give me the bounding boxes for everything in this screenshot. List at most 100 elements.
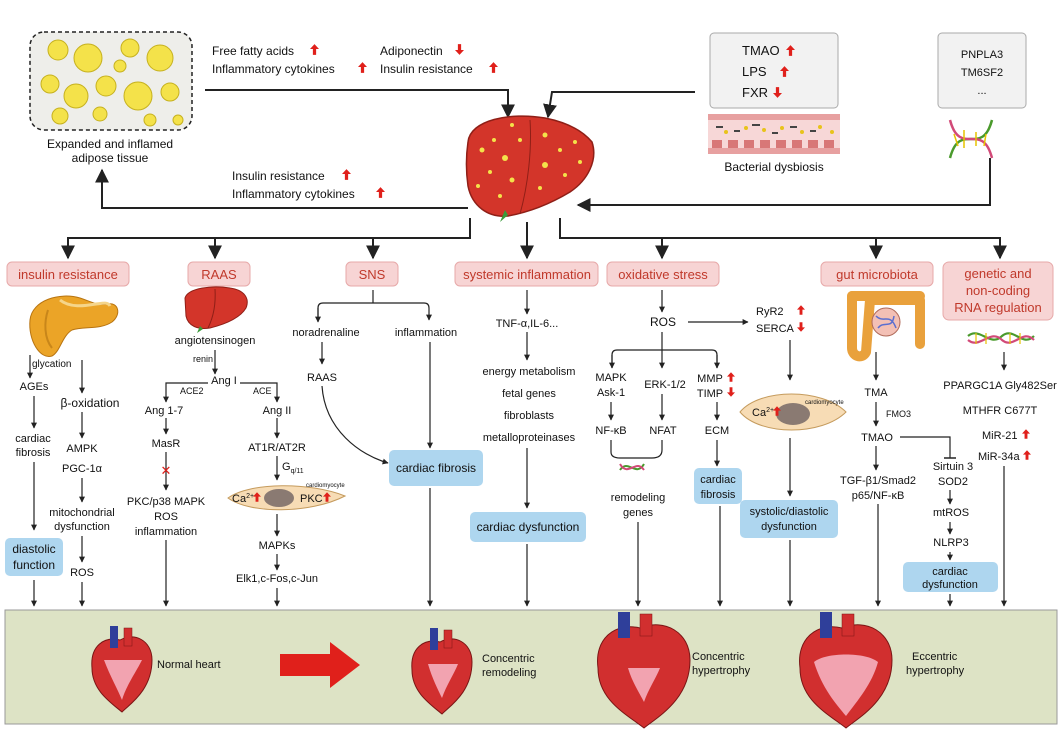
- concentric-remodeling-icon: [411, 628, 473, 715]
- header-sns: SNS: [359, 267, 386, 282]
- ox-cardiac-fibrosis-box: [694, 468, 742, 504]
- pgc1a-label: PGC-1α: [62, 463, 103, 475]
- back-insulin-resistance: Insulin resistance: [232, 169, 325, 183]
- cardiomyocyte-icon: [739, 393, 847, 431]
- erk-label: ERK-1/2: [644, 379, 686, 391]
- ace-label: ACE: [253, 386, 272, 396]
- mir34a-label: MiR-34a: [978, 451, 1020, 463]
- ppargc1a-label: PPARGC1A Gly482Ser: [943, 380, 1057, 392]
- cardiac-dysfunction-box: [470, 512, 586, 542]
- p65-label: p65/NF-κB: [852, 490, 905, 502]
- up-arrow-icon: [797, 305, 805, 315]
- ox-ca-label: Ca2+: [752, 407, 774, 419]
- tm6sf2-label: TM6SF2: [961, 67, 1003, 79]
- progression-arrow-icon: [280, 642, 360, 688]
- ellipsis-label: ...: [977, 85, 986, 97]
- ox-ros-label: ROS: [650, 315, 676, 329]
- fetal-genes-label: fetal genes: [502, 388, 556, 400]
- sod2-label: SOD2: [938, 476, 968, 488]
- sns-raas-label: RAAS: [307, 372, 337, 384]
- mitochondrial-label: mitochondrial: [49, 507, 114, 519]
- noradrenaline-label: noradrenaline: [292, 327, 359, 339]
- concentric-hypertrophy-label: Concentric: [692, 651, 745, 663]
- insulin-resistance-label: Insulin resistance: [380, 62, 473, 76]
- ffa-label: Free fatty acids: [212, 44, 294, 58]
- mir21-label: MiR-21: [982, 430, 1017, 442]
- genes-box: [937, 32, 1027, 109]
- gq-sub: q/11: [291, 468, 304, 475]
- pnpla3-label: PNPLA3: [961, 49, 1003, 61]
- nlrp3-label: NLRP3: [933, 537, 968, 549]
- fatty-liver-icon: [465, 115, 595, 222]
- ox-ca-base: Ca: [752, 407, 767, 419]
- ampk-label: AMPK: [66, 443, 98, 455]
- timp-label: TIMP: [697, 388, 723, 400]
- concentric-hypertrophy-label-2: hypertrophy: [692, 665, 751, 677]
- genes-label: genes: [623, 507, 653, 519]
- ox-cardiomyocyte-label: cardiomyocyte: [805, 400, 844, 406]
- tgf-label: TGF-β1/Smad2: [840, 475, 916, 487]
- adiponectin-label: Adiponectin: [380, 44, 443, 58]
- adipose-label: Expanded and inflamed: [47, 137, 173, 151]
- tma-label: TMA: [864, 387, 888, 399]
- diastolic-label: diastolic: [12, 542, 55, 556]
- infl-cytokines-label: Inflammatory cytokines: [212, 62, 335, 76]
- dysfunction-label: dysfunction: [54, 521, 110, 533]
- back-infl-cytokines: Inflammatory cytokines: [232, 187, 355, 201]
- ang2-label: Ang II: [263, 405, 292, 417]
- serca-label: SERCA: [756, 323, 795, 335]
- tmao-label: TMAO: [742, 43, 780, 58]
- down-arrow-icon: [797, 322, 805, 332]
- cardiomyocyte-icon: [227, 485, 347, 511]
- header-raas: RAAS: [201, 267, 237, 282]
- glycation-label: glycation: [32, 359, 71, 370]
- header-gut-microbiota: gut microbiota: [836, 267, 918, 282]
- up-arrow-icon: [310, 44, 319, 55]
- ca-base: Ca: [232, 493, 247, 505]
- concentric-remodeling-label: Concentric: [482, 653, 535, 665]
- pkc-label: PKC: [300, 493, 323, 505]
- ang1-label: Ang I: [211, 375, 237, 387]
- adipose-tissue-icon: [29, 31, 193, 131]
- adipose-to-liver-arrow: [205, 89, 515, 119]
- sns-cardiac-fibrosis-box: [389, 450, 483, 486]
- gut-to-liver-arrow: [543, 91, 695, 119]
- concentric-hypertrophy-icon: [597, 612, 691, 729]
- concentric-remodeling-label-2: remodeling: [482, 667, 536, 679]
- mthfr-label: MTHFR C677T: [963, 405, 1038, 417]
- nfat-label: NFAT: [649, 425, 677, 437]
- raas-ros-label: ROS: [154, 511, 178, 523]
- raas-inflammation-label: inflammation: [135, 526, 197, 538]
- normal-heart-label: Normal heart: [157, 659, 221, 671]
- liver-small-icon: [184, 286, 248, 333]
- adipose-label-2: adipose tissue: [72, 151, 149, 165]
- header-genetic-3: RNA regulation: [954, 300, 1041, 315]
- cardiac-dysfunction-label: cardiac dysfunction: [477, 520, 580, 534]
- genes-to-liver-arrow: [576, 158, 991, 212]
- gut-tmao-label: TMAO: [861, 432, 893, 444]
- metalloproteinases-label: metalloproteinases: [483, 432, 576, 444]
- header-boxes: [6, 261, 1054, 321]
- diastolic-function-box: [5, 538, 63, 576]
- distribution-arrows: [61, 218, 1007, 260]
- header-systemic-inflammation: systemic inflammation: [463, 267, 591, 282]
- sns-cardiac-fibrosis-label: cardiac fibrosis: [396, 461, 476, 475]
- dna-icon: [948, 119, 994, 159]
- up-arrow-icon: [358, 62, 367, 73]
- ca-label: Ca2+: [232, 493, 254, 505]
- ros-label: ROS: [70, 567, 94, 579]
- systolic-dysfunction-box: [740, 500, 838, 538]
- block-cross-icon: ✕: [161, 463, 172, 478]
- intestine-icon: [847, 291, 925, 362]
- cardiomyocyte-label: cardiomyocyte: [306, 483, 345, 489]
- header-genetic-2: non-coding: [966, 283, 1030, 298]
- gut-factors-box: [709, 32, 839, 109]
- nfkb-label: NF-κB: [595, 425, 626, 437]
- ox-cardiac-label: cardiac: [700, 474, 736, 486]
- header-genetic-1: genetic and: [964, 266, 1031, 281]
- gq-base: G: [282, 461, 291, 473]
- gut-cardiac-dysfunction-box: [903, 562, 998, 592]
- fibroblasts-label: fibroblasts: [504, 410, 555, 422]
- up-arrow-icon: [342, 169, 351, 180]
